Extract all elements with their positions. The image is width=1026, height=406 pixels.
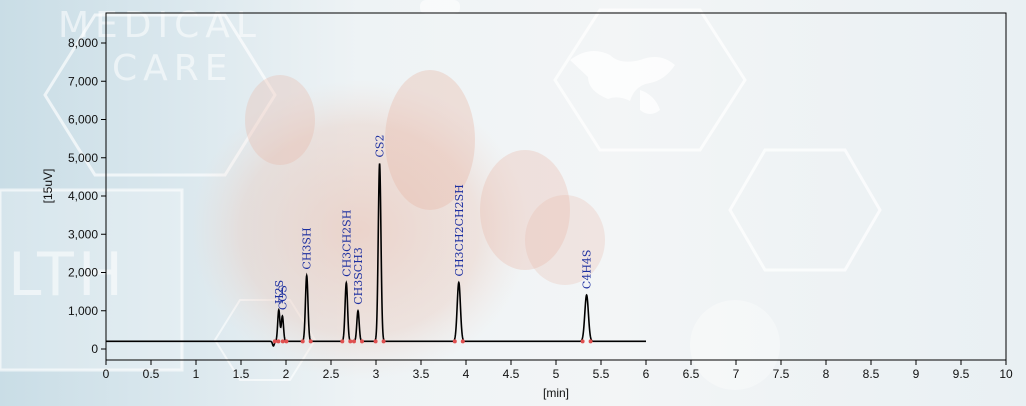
x-tick-label: 10 [999, 367, 1013, 381]
y-tick-label: 6,000 [68, 113, 98, 127]
peak-end-marker [280, 339, 285, 344]
x-tick-label: 5 [553, 367, 560, 381]
x-tick-label: 1 [193, 367, 200, 381]
peak-end-marker [308, 339, 313, 344]
x-tick-label: 0.5 [143, 367, 160, 381]
peak-start-marker [340, 339, 345, 344]
x-tick-label: 7.5 [773, 367, 790, 381]
peak-start-marker [272, 339, 277, 344]
x-tick-label: 8.5 [863, 367, 880, 381]
peak-start-marker [352, 339, 356, 344]
x-tick-label: 3.5 [413, 367, 430, 381]
x-tick-label: 1.5 [233, 367, 250, 381]
peak-end-marker [460, 339, 465, 344]
x-tick-label: 0 [103, 367, 110, 381]
hexagon-decoration [728, 148, 882, 272]
hand-silhouette [190, 80, 530, 380]
circle-decoration [690, 300, 780, 390]
y-tick-label: 8,000 [68, 36, 98, 50]
x-tick-label: 4.5 [503, 367, 520, 381]
peak-start-marker [452, 339, 457, 344]
watermark-health: LTH [8, 240, 127, 310]
y-tick-label: 2,000 [68, 266, 98, 280]
peak-label: CH3CH2CH2SH [453, 184, 466, 276]
y-axis-title: [15uV] [41, 169, 55, 204]
peak-end-marker [381, 339, 386, 344]
y-tick-label: 7,000 [68, 74, 98, 88]
y-tick-label: 1,000 [68, 304, 98, 318]
peak-start-marker [373, 339, 378, 344]
peak-label: CH3SH [301, 227, 314, 269]
peak-start-marker [580, 339, 585, 344]
peak-markers [272, 339, 593, 344]
signal-trace [106, 163, 646, 347]
x-tick-label: 9.5 [953, 367, 970, 381]
peak-label: CS2 [374, 135, 387, 158]
plot-frame [105, 12, 1007, 361]
x-tick-label: 7 [733, 367, 740, 381]
x-tick-label: 4 [463, 367, 470, 381]
peak-label: C4H4S [581, 250, 594, 290]
hand-finger [525, 195, 605, 285]
x-tick-label: 2.5 [323, 367, 340, 381]
x-axis: 0 0.5 1 1.5 2 2.5 3 3.5 4 4.5 5 5.5 6 6.5 7 7.5 8 8.5 9 9.5… [103, 360, 1013, 381]
hand-finger [385, 70, 475, 210]
peak-end-marker [348, 339, 353, 344]
watermark-medical: MEDICAL [58, 5, 262, 46]
y-tick-label: 0 [91, 342, 98, 356]
peak-label: CH3CH2SH [340, 210, 353, 277]
badge-decoration [420, 0, 460, 14]
peak-end-marker [588, 339, 593, 344]
peak-start-marker [276, 339, 281, 344]
watermark-care: CARE [112, 48, 234, 89]
x-tick-label: 8 [823, 367, 830, 381]
hexagon-decoration [553, 8, 747, 152]
peak-label: H2S [273, 280, 286, 304]
x-tick-label: 9 [913, 367, 920, 381]
x-tick-label: 6.5 [683, 367, 700, 381]
hand-finger [245, 75, 315, 165]
world-map-icon [570, 51, 675, 114]
y-tick-label: 5,000 [68, 151, 98, 165]
y-tick-label: 4,000 [68, 189, 98, 203]
y-tick-label: 3,000 [68, 227, 98, 241]
peak-label: CH3SCH3 [352, 247, 365, 305]
x-tick-label: 3 [373, 367, 380, 381]
x-tick-label: 2 [283, 367, 290, 381]
peak-end-marker [360, 339, 364, 344]
hand-finger [480, 150, 570, 270]
x-tick-label: 5.5 [593, 367, 610, 381]
peak-label: COS [276, 285, 289, 310]
x-tick-label: 6 [643, 367, 650, 381]
panel-decoration [0, 188, 184, 372]
peak-start-marker [300, 339, 305, 344]
y-axis: 0 1,000 2,000 3,000 4,000 5,000 6,000 7,000 8,00… [68, 36, 106, 356]
peak-end-marker [284, 339, 289, 344]
x-axis-title: [min] [543, 386, 569, 400]
